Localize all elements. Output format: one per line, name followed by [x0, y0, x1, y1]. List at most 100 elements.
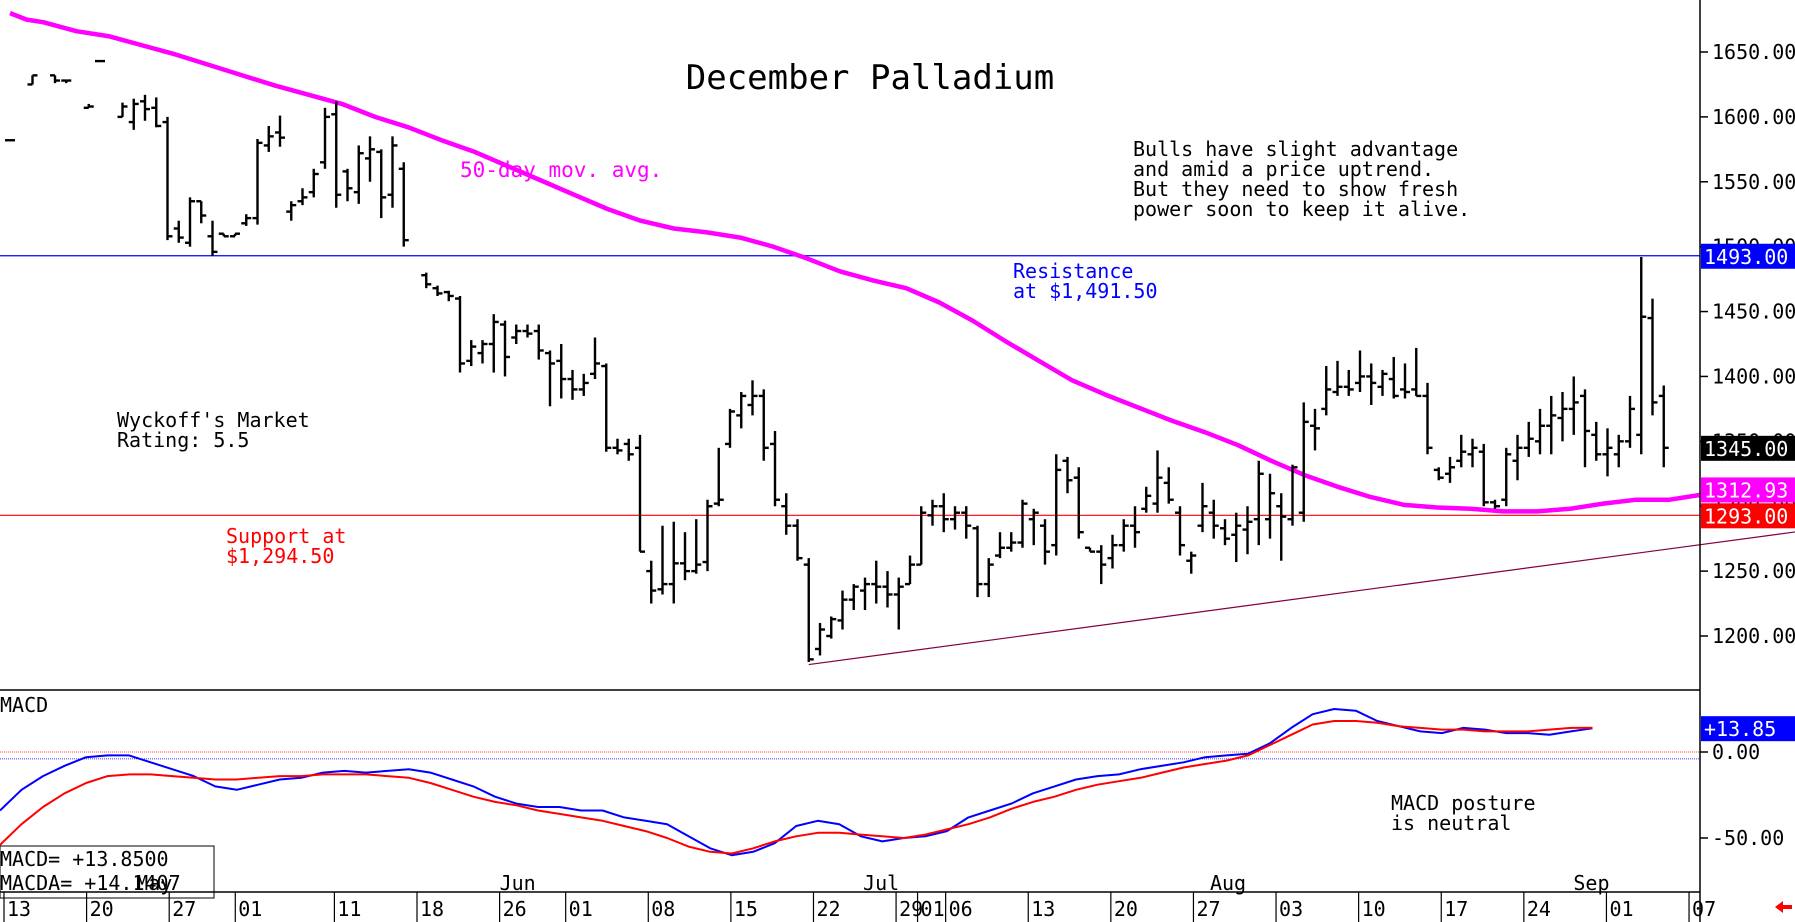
ohlc-bar	[365, 136, 375, 182]
ohlc-bar	[972, 525, 983, 598]
ohlc-bar	[308, 168, 319, 198]
axis-marker-label: 1493.00	[1704, 245, 1788, 269]
ohlc-bar	[443, 290, 454, 302]
ohlc-bar	[1107, 534, 1118, 569]
ohlc-bar	[1332, 360, 1343, 396]
ohlc-bar	[151, 97, 162, 128]
ohlc-bar	[286, 201, 297, 221]
ohlc-bar	[1512, 434, 1523, 481]
ohlc-bar	[331, 101, 342, 208]
day-label: 18	[420, 897, 444, 921]
ohlc-bar	[1197, 482, 1208, 533]
ohlc-bar	[455, 295, 465, 373]
macd-axis-marker-label: +13.85	[1704, 717, 1776, 741]
ohlc-bar	[1321, 366, 1332, 416]
ohlc-bar	[1467, 438, 1478, 468]
day-label: 17	[1444, 897, 1468, 921]
ohlc-bar	[556, 344, 567, 399]
ohlc-bar	[680, 532, 690, 581]
axis-marker-label: 1345.00	[1704, 437, 1788, 461]
day-label: 27	[172, 897, 196, 921]
ohlc-bar	[488, 314, 499, 373]
ohlc-bar	[567, 369, 578, 400]
commentary-note-line: Bulls have slight advantage	[1133, 137, 1458, 161]
day-label: 15	[734, 897, 758, 921]
macd-title: MACD	[0, 693, 48, 717]
ohlc-bar	[1580, 389, 1590, 468]
ohlc-bar	[702, 499, 713, 572]
ohlc-bar	[1445, 456, 1455, 483]
ohlc-bar	[376, 149, 387, 219]
commentary-note-line: But they need to show fresh	[1133, 177, 1458, 201]
left-arrow-icon[interactable]	[1775, 901, 1792, 913]
macd-posture-note: MACD posture is neutral	[1391, 791, 1536, 835]
ohlc-bar	[1658, 385, 1669, 468]
day-label: 01	[238, 897, 262, 921]
ohlc-bar	[1141, 486, 1152, 513]
day-label: 03	[1279, 897, 1303, 921]
macd-posture-note-line: is neutral	[1391, 811, 1511, 835]
ohlc-bar	[61, 79, 72, 84]
ohlc-bar	[1388, 356, 1399, 399]
ohlc-bar	[1625, 395, 1635, 448]
macd-readout: MACD= +13.8500	[0, 847, 169, 871]
day-label: 26	[503, 897, 527, 921]
ohlc-bar	[1220, 519, 1230, 546]
ohlc-bar	[995, 532, 1005, 559]
month-label: Aug	[1210, 871, 1246, 895]
ohlc-bar	[815, 623, 825, 656]
resistance-label-line: Resistance	[1013, 259, 1133, 283]
ohlc-bar	[646, 560, 657, 604]
ohlc-bar	[218, 232, 229, 238]
ohlc-bar	[511, 324, 522, 344]
axis-marker	[1701, 477, 1795, 503]
ohlc-bar	[1085, 546, 1095, 553]
ohlc-bar	[871, 560, 882, 604]
ohlc-bar	[635, 434, 645, 553]
ohlc-bar	[612, 438, 623, 455]
ohlc-bar	[781, 493, 792, 535]
ohlc-bar	[950, 506, 960, 530]
ohlc-bar	[1253, 460, 1264, 546]
ohlc-bar	[207, 220, 218, 256]
day-label: 24	[1527, 897, 1551, 921]
day-label: 10	[1362, 897, 1386, 921]
y-tick-label: 1600.00	[1712, 105, 1795, 129]
ohlc-bar	[725, 408, 735, 448]
market-rating-line: Wyckoff's Market	[117, 408, 310, 432]
ohlc-bar	[623, 438, 634, 461]
ohlc-bar	[1287, 464, 1298, 526]
ohlc-bar	[1118, 519, 1129, 552]
ohlc-bar	[128, 98, 139, 130]
ohlc-bar	[713, 447, 724, 507]
ohlc-bar	[927, 499, 938, 526]
ohlc-bar	[1411, 347, 1422, 398]
day-label: 06	[949, 897, 973, 921]
ohlc-bar	[117, 102, 128, 119]
axis-marker-label: 1312.93	[1704, 478, 1788, 502]
ohlc-bar	[691, 519, 702, 574]
ohlc-bar	[747, 380, 758, 416]
ohlc-bar	[736, 392, 747, 429]
day-label: 20	[90, 897, 114, 921]
ohlc-bar	[545, 350, 555, 407]
ohlc-bar	[1028, 508, 1039, 546]
ohlc-bar	[387, 136, 398, 208]
ohlc-bar	[522, 324, 533, 338]
ohlc-bar	[1006, 532, 1017, 552]
ohlc-bar	[1242, 506, 1253, 555]
ohlc-bar	[1062, 456, 1073, 494]
ohlc-bar	[320, 107, 330, 169]
macd-line	[0, 708, 1593, 857]
ohlc-bar	[83, 103, 94, 110]
ohlc-bar	[297, 188, 308, 206]
ohlc-bar	[961, 506, 972, 539]
price-panel: December Palladium 50-day mov. avg. Bulls …	[0, 11, 1795, 666]
commentary-note-line: and amid a price uptrend.	[1133, 157, 1434, 181]
y-tick-label: 1650.00	[1712, 40, 1795, 64]
resistance-label: Resistance at $1,491.50	[1013, 259, 1158, 303]
month-label: May	[136, 871, 172, 895]
macda-readout: MACDA= +14.1407	[0, 871, 181, 895]
ohlc-bar	[398, 162, 409, 247]
